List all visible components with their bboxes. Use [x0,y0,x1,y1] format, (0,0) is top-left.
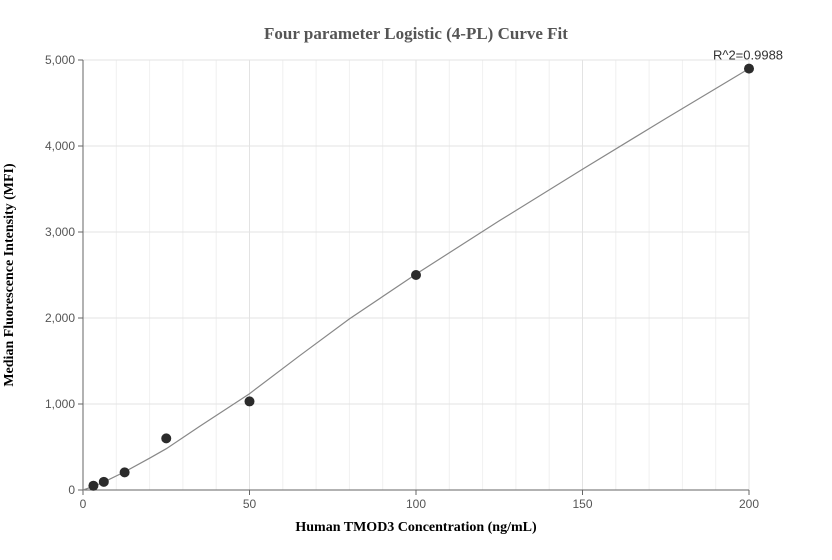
x-tick-label: 100 [406,497,426,511]
x-tick-label: 50 [243,497,257,511]
fit-curve [82,68,750,491]
x-tick-label: 200 [739,497,759,511]
data-point [411,270,421,280]
y-tick-label: 1,000 [45,397,75,411]
y-tick-label: 5,000 [45,53,75,67]
x-tick-label: 0 [80,497,87,511]
y-axis-title: Median Fluorescence Intensity (MFI) [2,163,17,387]
data-point [161,433,172,444]
data-point [244,396,255,407]
data-point [119,467,130,478]
data-points [88,63,754,491]
y-tick-label: 2,000 [45,311,75,325]
data-point [744,63,754,74]
x-axis-title: Human TMOD3 Concentration (ng/mL) [295,520,537,535]
x-tick-label: 150 [572,497,592,511]
r-squared-annotation: R^2=0.9988 [713,48,783,63]
y-tick-label: 0 [68,483,75,497]
chart-title: Four parameter Logistic (4-PL) Curve Fit [264,24,568,43]
data-point [88,480,99,491]
y-tick-label: 4,000 [45,139,75,153]
y-tick-label: 3,000 [45,225,75,239]
data-point [98,476,109,487]
axes: 0 50 100 150 200 0 1,000 2,000 3,000 4,000 5,000 [45,53,759,511]
